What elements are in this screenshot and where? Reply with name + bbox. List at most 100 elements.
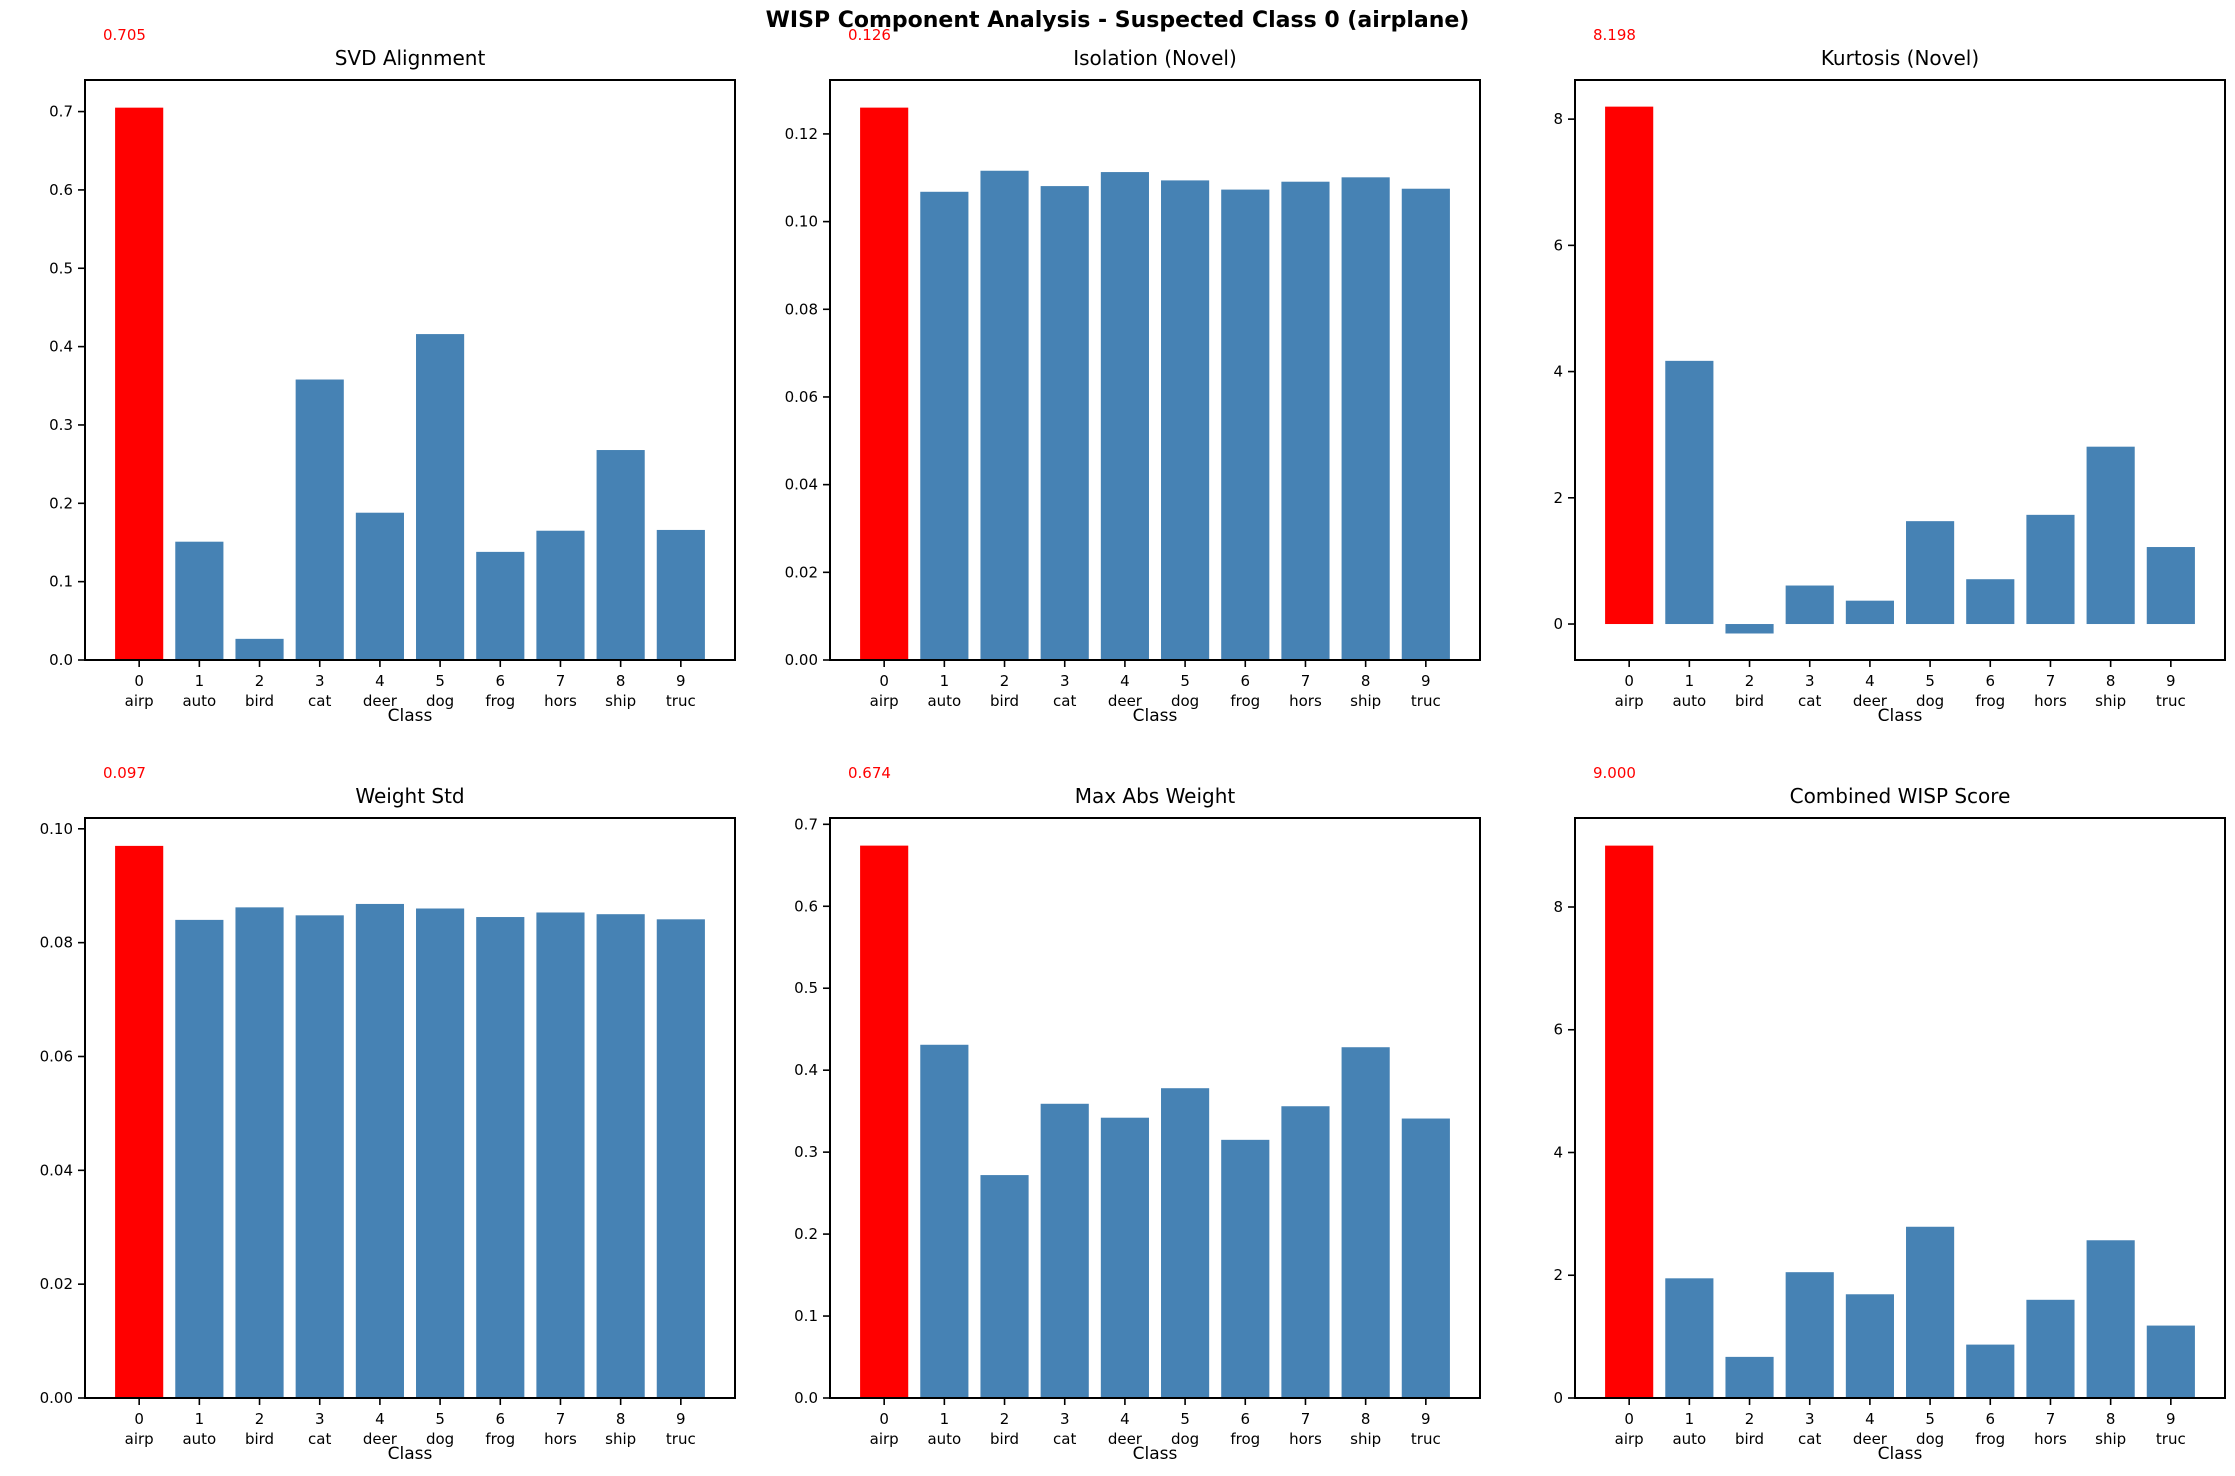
y-tick-label: 0.4: [49, 338, 73, 356]
x-tick-class-name: dog: [426, 692, 454, 710]
subplot-title: Weight Std: [355, 784, 465, 808]
x-tick-class-number: 2: [255, 672, 265, 690]
x-tick-class-name: auto: [1672, 1430, 1706, 1448]
x-tick-class-name: cat: [1798, 692, 1821, 710]
bar: [1785, 585, 1834, 625]
bar: [1906, 521, 1955, 625]
x-tick-class-name: auto: [927, 1430, 961, 1448]
x-tick-class-name: deer: [1853, 1430, 1888, 1448]
x-tick-class-number: 8: [616, 672, 626, 690]
y-tick-label: 0.3: [794, 1143, 818, 1161]
x-tick-class-name: cat: [308, 1430, 331, 1448]
y-tick-label: 0.02: [40, 1275, 73, 1293]
x-tick-class-name: dog: [426, 1430, 454, 1448]
x-tick-class-name: frog: [1975, 1430, 2005, 1448]
x-tick-class-number: 8: [2106, 1410, 2116, 1428]
bar: [1161, 1088, 1210, 1398]
x-tick-class-number: 2: [1745, 1410, 1755, 1428]
x-tick-class-name: bird: [245, 692, 274, 710]
x-tick-class-number: 6: [496, 1410, 506, 1428]
y-tick-label: 6: [1553, 1021, 1563, 1039]
bar: [476, 551, 525, 660]
x-tick-class-number: 0: [134, 672, 144, 690]
bar-chart-svd-alignment: 0.0 0.1 0.2 0.3 0.4 0.5 0.6 0.7 0 airp 1 auto 2 bird 3…: [49, 79, 736, 710]
bar: [1100, 172, 1149, 661]
x-tick-class-name: ship: [2095, 692, 2126, 710]
x-tick-class-name: cat: [1053, 1430, 1076, 1448]
x-tick-class-number: 2: [1000, 672, 1010, 690]
x-tick-class-number: 8: [2106, 672, 2116, 690]
axes-frame: [829, 79, 1481, 661]
x-tick-class-name: hors: [1289, 1430, 1322, 1448]
bar: [1401, 1118, 1450, 1398]
y-tick-label: 0.5: [794, 979, 818, 997]
y-tick-label: 0.04: [785, 476, 818, 494]
x-tick-class-name: dog: [1916, 692, 1944, 710]
x-tick-class-name: truc: [1411, 692, 1441, 710]
y-tick-label: 0.0: [49, 651, 73, 669]
x-tick-class-number: 8: [616, 1410, 626, 1428]
x-tick-class-number: 6: [1241, 1410, 1251, 1428]
x-tick-class-number: 8: [1361, 1410, 1371, 1428]
bar: [1785, 1272, 1834, 1398]
x-tick-class-number: 0: [1624, 1410, 1634, 1428]
x-tick-class-name: deer: [1853, 692, 1888, 710]
x-axis-label: Class: [1877, 1444, 1923, 1464]
x-tick-class-name: auto: [182, 1430, 216, 1448]
y-tick-label: 0.6: [49, 181, 73, 199]
bar: [1221, 1139, 1270, 1398]
bar: [1040, 1103, 1089, 1398]
subplot-combined-wisp-score: 9.000 Combined WISP Score 0 2 4 6 8 0 airp 1 aut…: [1490, 738, 2235, 1476]
x-tick-class-number: 4: [375, 672, 385, 690]
x-axis-label: Class: [387, 706, 433, 726]
axes-frame: [84, 817, 736, 1399]
x-tick-class-name: auto: [927, 692, 961, 710]
x-tick-class-name: hors: [2034, 692, 2067, 710]
y-tick-label: 0.0: [794, 1389, 818, 1407]
bar-chart-kurtosis-novel: 0 2 4 6 8 0 airp 1 auto 2 bird 3 cat 4 deer 5 dog 6 frog 7 h…: [1553, 79, 2226, 710]
subplot-title: Isolation (Novel): [1073, 46, 1237, 70]
y-tick-label: 0.7: [49, 103, 73, 121]
bar: [656, 919, 705, 1398]
y-tick-label: 0.3: [49, 416, 73, 434]
figure-title: WISP Component Analysis - Suspected Clas…: [765, 8, 1470, 33]
x-tick-class-name: truc: [2156, 1430, 2186, 1448]
highlight-value-annotation: 0.097: [103, 764, 146, 782]
bar-chart-isolation-novel: 0.00 0.02 0.04 0.06 0.08 0.10 0.12 0 airp 1 auto 2 b…: [785, 79, 1481, 710]
y-tick-label: 0.2: [49, 494, 73, 512]
y-tick-label: 8: [1553, 898, 1563, 916]
x-tick-class-name: hors: [544, 1430, 577, 1448]
x-axis-label: Class: [1132, 706, 1178, 726]
x-tick-class-name: deer: [363, 692, 398, 710]
bar: [235, 638, 284, 660]
bar: [1966, 1344, 2015, 1398]
x-tick-class-name: cat: [308, 692, 331, 710]
x-tick-class-name: ship: [605, 1430, 636, 1448]
bar: [656, 529, 705, 660]
x-tick-class-number: 4: [1865, 1410, 1875, 1428]
bar: [536, 530, 585, 660]
x-tick-class-name: auto: [1672, 692, 1706, 710]
y-tick-label: 0.06: [40, 1047, 73, 1065]
y-tick-label: 0.6: [794, 897, 818, 915]
subplot-title: Kurtosis (Novel): [1820, 46, 1980, 70]
x-axis-label: Class: [387, 1444, 433, 1464]
x-tick-class-number: 1: [195, 672, 205, 690]
bar: [1845, 1294, 1894, 1398]
x-tick-class-number: 6: [1241, 672, 1251, 690]
x-tick-class-number: 1: [940, 672, 950, 690]
bar: [295, 379, 344, 660]
subplot-isolation-novel: 0.126 Isolation (Novel) 0.00 0.02 0.04 0.06…: [745, 0, 1490, 738]
x-tick-class-number: 3: [1060, 672, 1070, 690]
x-tick-class-number: 1: [1685, 1410, 1695, 1428]
x-tick-class-name: frog: [1230, 1430, 1260, 1448]
axes-frame: [1574, 79, 2226, 661]
x-tick-class-name: truc: [1411, 1430, 1441, 1448]
x-tick-class-number: 9: [2166, 1410, 2176, 1428]
highlight-value-annotation: 8.198: [1593, 26, 1636, 44]
bar: [1725, 1356, 1774, 1398]
y-tick-label: 0.00: [40, 1389, 73, 1407]
subplot-title: SVD Alignment: [334, 46, 486, 70]
x-tick-class-number: 6: [1986, 672, 1996, 690]
